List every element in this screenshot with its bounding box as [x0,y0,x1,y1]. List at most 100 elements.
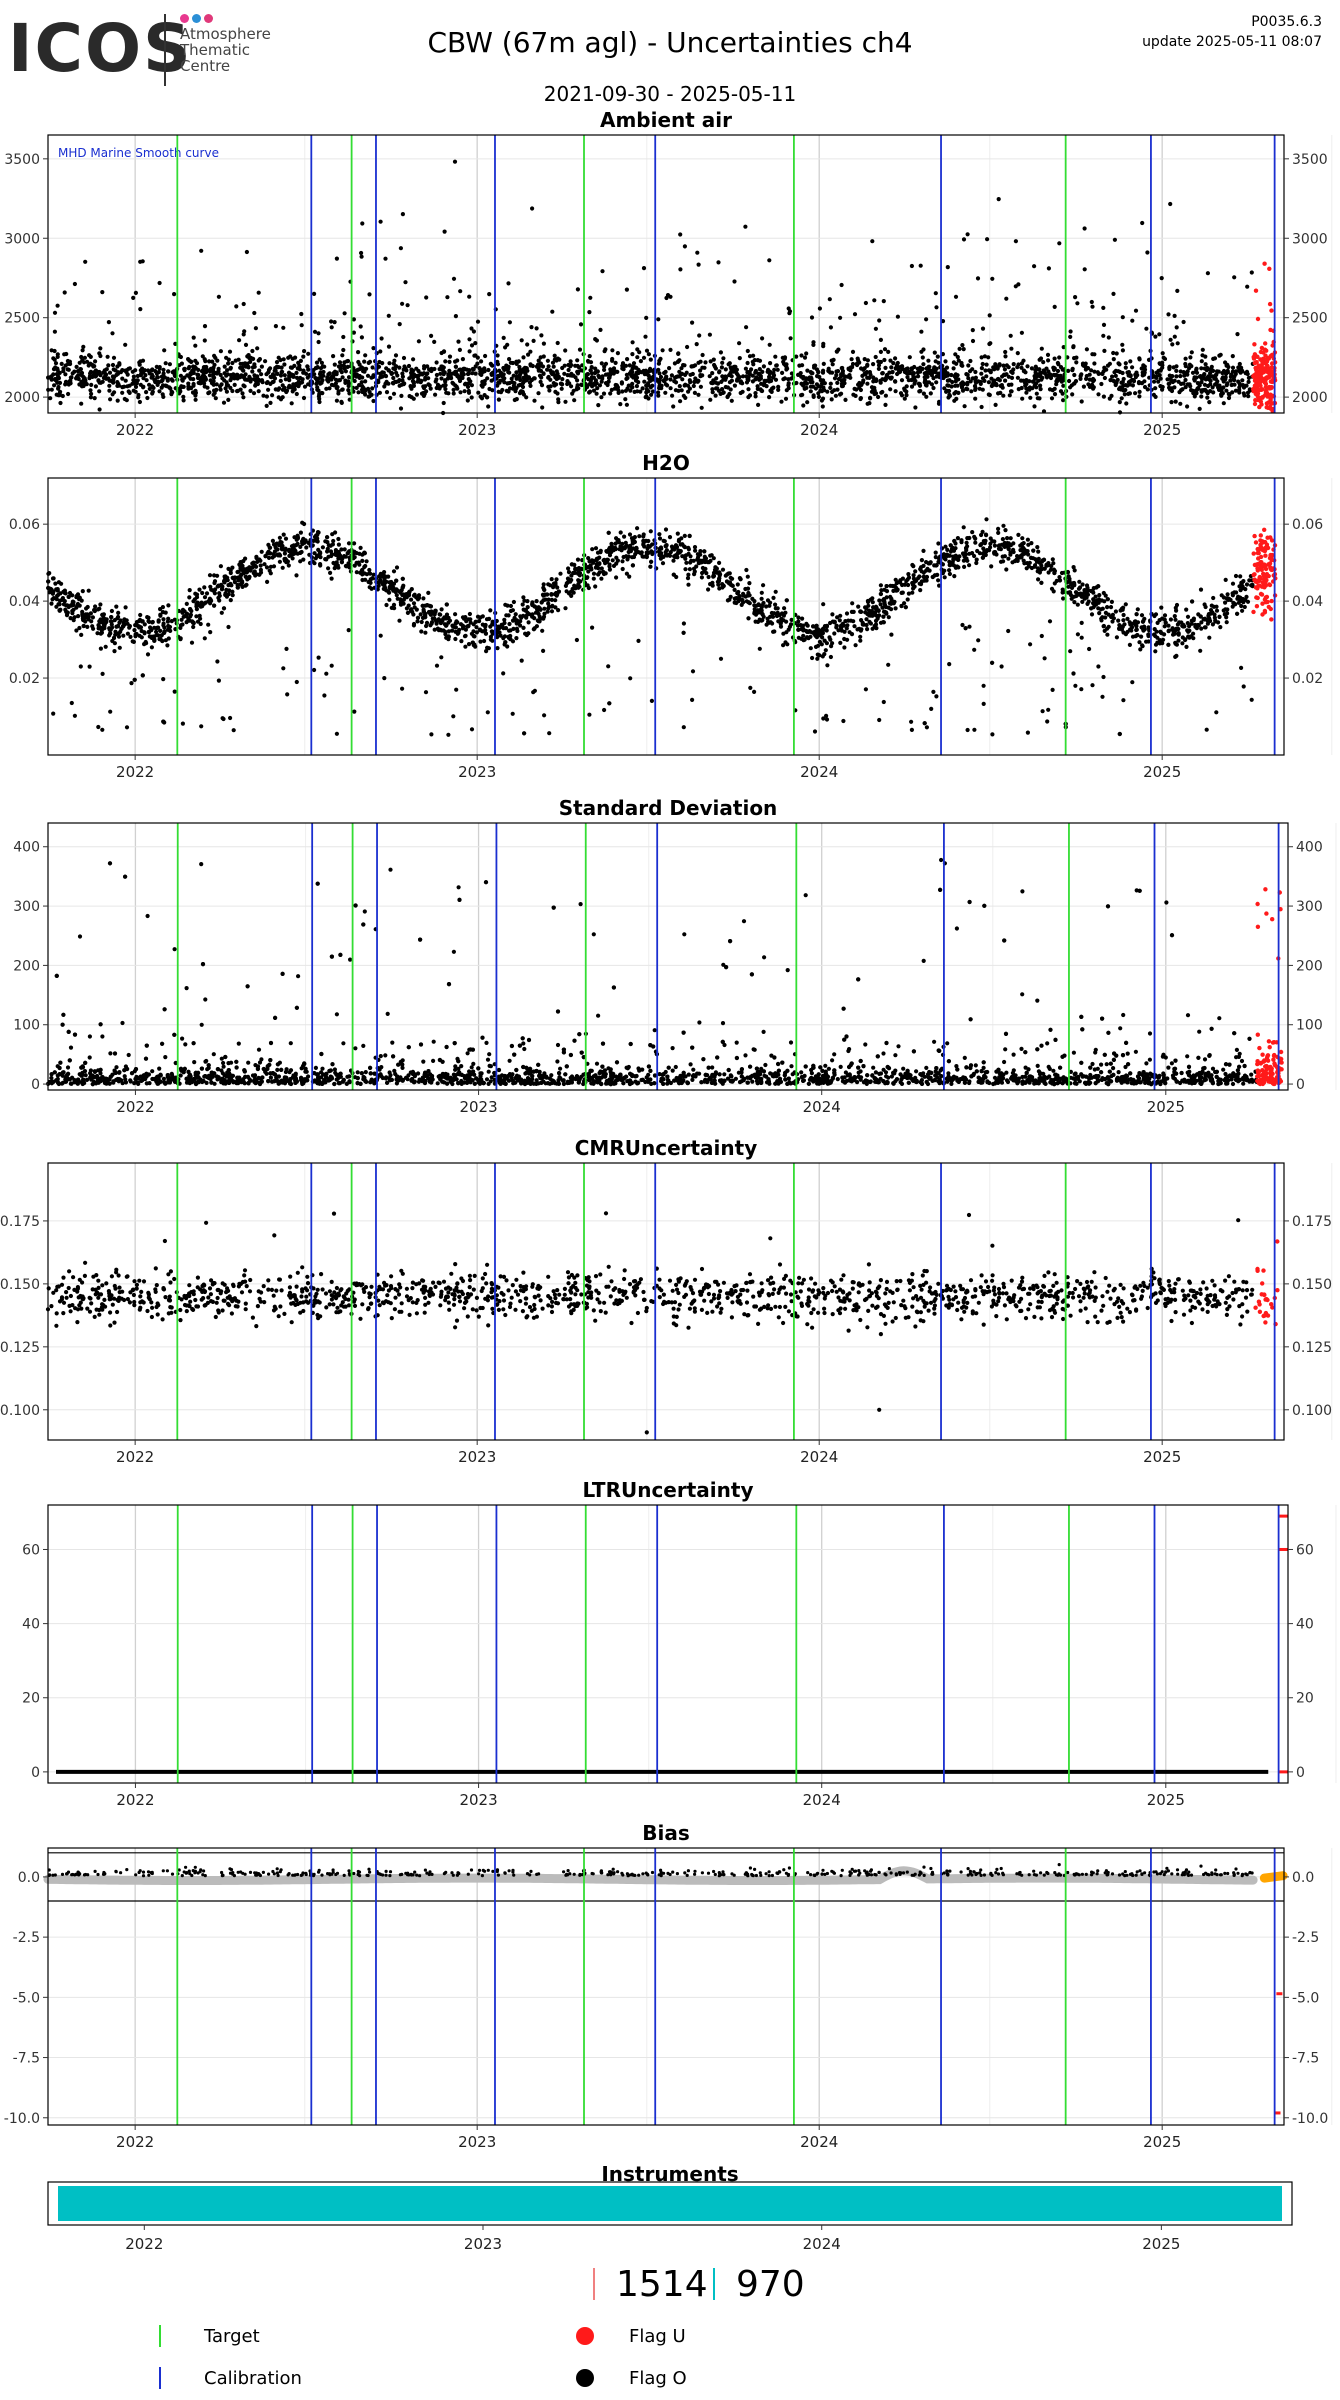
data-point [195,600,200,605]
data-point [869,385,875,390]
data-point [575,378,580,383]
data-point [976,379,981,384]
data-point [1221,401,1226,406]
data-point [416,368,421,374]
data-point [1183,356,1188,361]
data-point [921,347,926,352]
data-point [698,374,703,379]
data-point [1075,301,1080,306]
data-point [610,348,615,353]
data-point [986,355,991,360]
data-point [686,547,692,552]
data-point [587,310,592,315]
data-point [1151,392,1156,397]
data-point [186,381,191,386]
data-point [837,392,843,397]
data-point [313,375,318,381]
data-point [786,386,791,391]
data-point [597,383,603,388]
data-point [336,536,341,542]
data-point [1225,592,1230,597]
data-point [619,380,625,385]
data-point [312,372,317,377]
data-point [86,588,91,593]
data-point [989,376,994,381]
data-point [423,630,428,635]
data-point [1096,371,1101,376]
data-point [693,548,698,553]
data-point [684,560,689,565]
data-point [521,355,526,360]
data-point [922,375,927,380]
data-point [1141,363,1146,368]
data-point [425,364,430,369]
data-point [172,292,177,297]
data-point [737,375,742,380]
data-point [1228,378,1233,383]
data-point [225,383,231,388]
data-point [933,291,938,296]
data-point [78,367,83,372]
data-point [817,374,822,380]
data-point [757,367,762,372]
data-point [439,350,444,356]
data-point [756,371,761,376]
data-point [445,295,450,300]
data-point [180,384,185,389]
data-point [905,375,910,380]
data-point [240,391,245,396]
data-point [156,370,161,375]
data-point [451,391,456,396]
data-point [1210,622,1215,627]
data-point [625,386,630,391]
data-point [367,585,372,590]
data-point [1225,381,1230,386]
data-point [1233,388,1238,393]
data-point [646,352,652,357]
data-point [235,389,240,394]
data-point [298,544,303,550]
data-point [698,368,703,373]
data-point [532,398,537,403]
data-point [668,377,673,382]
data-point [895,371,900,377]
data-point [658,374,664,380]
data-point [246,353,251,358]
data-point [830,612,835,617]
data-point [1112,237,1117,242]
data-point [545,358,551,363]
data-point [732,279,737,284]
data-point [367,292,372,297]
flag-u-point [1258,368,1264,374]
flag-u-point [1252,401,1258,407]
data-point [563,399,568,404]
data-point [363,379,368,384]
data-point [1230,365,1236,370]
data-point [453,364,458,369]
data-point [758,376,763,381]
data-point [1083,367,1088,372]
data-point [840,365,845,371]
data-point [556,400,561,405]
data-point [1230,369,1235,374]
data-point [1102,348,1107,353]
data-point [410,379,415,384]
data-point [223,386,228,391]
data-point [614,555,619,560]
data-point [898,391,904,396]
data-point [620,389,625,394]
data-point [1050,687,1055,693]
data-point [644,387,649,392]
data-point [805,368,810,373]
data-point [1056,373,1061,378]
data-point [692,390,698,395]
data-point [578,322,584,327]
data-point [140,259,145,264]
data-point [1068,649,1073,654]
data-point [1208,374,1213,379]
data-point [918,369,923,374]
data-point [502,634,507,639]
data-point [779,399,784,404]
data-point [934,305,939,310]
data-point [266,370,271,375]
